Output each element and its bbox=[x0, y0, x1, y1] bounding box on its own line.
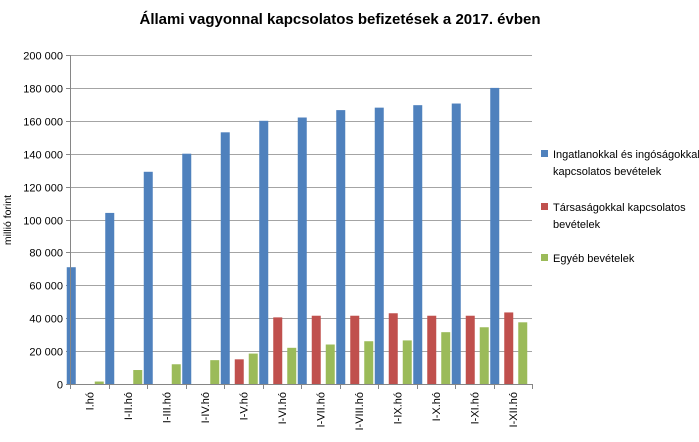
y-tick-label: 160 000 bbox=[23, 117, 63, 129]
bar-3-10 bbox=[441, 332, 451, 384]
y-tick-label: 80 000 bbox=[29, 248, 63, 260]
y-tick-label: 180 000 bbox=[23, 84, 63, 96]
legend-label-1: Ingatlanokkal és ingóságokkal bbox=[553, 149, 699, 161]
y-tick-label: 0 bbox=[57, 380, 63, 392]
bar-3-8 bbox=[364, 341, 374, 384]
bar-3-11 bbox=[479, 327, 489, 384]
legend-label-2: Társaságokkal kapcsolatos bbox=[553, 202, 686, 214]
legend: Ingatlanokkal és ingóságokkal kapcsolatos… bbox=[541, 149, 699, 265]
bar-2-5 bbox=[234, 359, 244, 384]
bar-3-2 bbox=[133, 370, 143, 384]
y-tick-label: 200 000 bbox=[23, 51, 63, 63]
bar-2-11 bbox=[465, 315, 475, 384]
bar-1-8 bbox=[336, 110, 346, 385]
bar-1-5 bbox=[220, 132, 230, 384]
bar-3-7 bbox=[325, 344, 335, 384]
bar-3-5 bbox=[248, 353, 258, 384]
bar-1-3 bbox=[143, 171, 153, 384]
y-tick-label: 40 000 bbox=[29, 314, 63, 326]
bar-3-9 bbox=[402, 340, 412, 384]
bar-2-6 bbox=[273, 317, 283, 384]
y-tick-label: 20 000 bbox=[29, 347, 63, 359]
x-tick-label: I-V.hó bbox=[238, 392, 250, 420]
y-tick-label: 100 000 bbox=[23, 216, 63, 228]
bar-3-1 bbox=[94, 381, 104, 384]
x-tick-label: I-III.hó bbox=[161, 392, 173, 423]
y-tick-label: 120 000 bbox=[23, 183, 63, 195]
x-tick-label: I.hó bbox=[84, 392, 96, 410]
bar-1-12 bbox=[490, 87, 500, 385]
x-tick-label: I-XII.hó bbox=[508, 392, 520, 427]
y-tick-label: 140 000 bbox=[23, 150, 63, 162]
bar-1-10 bbox=[413, 105, 423, 385]
x-tick-label: I-IV.hó bbox=[200, 392, 212, 423]
x-tick-label: I-VII.hó bbox=[315, 392, 327, 427]
bar-1-2 bbox=[105, 212, 115, 384]
bar-1-1 bbox=[66, 267, 76, 384]
bar-3-4 bbox=[210, 360, 220, 384]
bar-3-6 bbox=[287, 347, 297, 384]
bar-1-11 bbox=[451, 103, 461, 384]
bar-3-3 bbox=[171, 364, 181, 384]
y-axis-label: millió forint bbox=[2, 195, 14, 245]
x-tick-label: I-VIII.hó bbox=[354, 392, 366, 431]
bar-3-12 bbox=[518, 322, 528, 384]
bar-1-9 bbox=[374, 107, 384, 384]
bars bbox=[66, 87, 528, 385]
bar-1-6 bbox=[259, 120, 269, 385]
legend-swatch-3 bbox=[541, 254, 548, 261]
chart-title: Állami vagyonnal kapcsolatos befizetések… bbox=[139, 11, 540, 28]
x-tick-label: I-VI.hó bbox=[277, 392, 289, 424]
bar-1-7 bbox=[297, 117, 307, 384]
legend-swatch-1 bbox=[541, 150, 548, 157]
x-axis-ticks: I.hó I-II.hó I-III.hó I-IV.hó I-V.hó I-VI.hó I… bbox=[70, 384, 533, 431]
y-axis-ticks: 0 20 000 40 000 60 000 80 000 100 000 120 000 1… bbox=[23, 51, 70, 392]
legend-label-3: Egyéb bevételek bbox=[553, 253, 635, 265]
bar-2-9 bbox=[388, 313, 398, 384]
legend-swatch-2 bbox=[541, 203, 548, 210]
legend-label-2: bevételek bbox=[553, 219, 601, 231]
bar-2-12 bbox=[504, 312, 514, 384]
bar-1-4 bbox=[182, 153, 192, 384]
x-tick-label: I-II.hó bbox=[123, 392, 135, 420]
bar-2-8 bbox=[350, 315, 360, 384]
bar-2-10 bbox=[427, 315, 437, 384]
legend-label-1: kapcsolatos bevételek bbox=[553, 166, 662, 178]
bar-2-7 bbox=[311, 315, 321, 384]
x-tick-label: I-XI.hó bbox=[469, 392, 481, 424]
y-tick-label: 60 000 bbox=[29, 281, 63, 293]
x-tick-label: I-IX.hó bbox=[392, 392, 404, 424]
x-tick-label: I-X.hó bbox=[431, 392, 443, 421]
